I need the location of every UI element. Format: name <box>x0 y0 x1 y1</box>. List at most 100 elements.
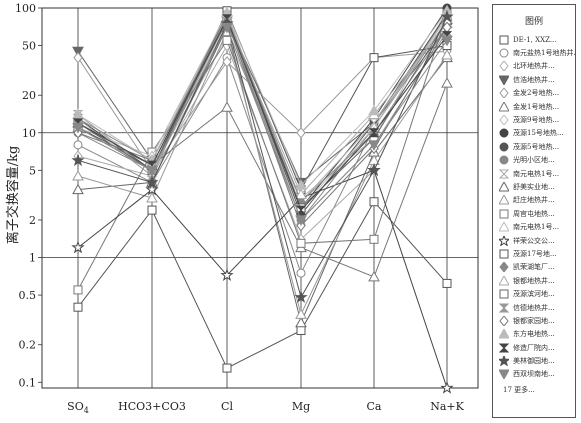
legend-item: 祥荣公交公... <box>493 234 575 247</box>
series-24-point-3 <box>294 290 308 303</box>
legend-marker-icon <box>499 88 509 99</box>
series-5-point-5 <box>441 77 453 88</box>
legend-marker-shape <box>499 356 509 367</box>
legend-label: 信德地热井... <box>513 303 555 312</box>
series-line-16 <box>77 9 448 191</box>
series-15-point-0 <box>71 240 85 254</box>
legend-label: 信浩地热井... <box>513 75 555 84</box>
series-13-point-0 <box>73 285 83 295</box>
legend-marker-shape <box>499 181 509 192</box>
series-line-15 <box>77 169 448 389</box>
x-tick-label-2: Cl <box>221 400 233 413</box>
series-13-point-4 <box>369 234 379 244</box>
series-23-point-4 <box>368 128 380 138</box>
legend-item: 南元盐热1号地热井... <box>493 46 575 59</box>
series-22-point-4 <box>368 104 380 116</box>
legend-marker-icon <box>499 101 509 112</box>
legend-item: 信德地热井... <box>493 301 575 314</box>
legend-marker-icon <box>499 356 509 367</box>
series-13-point-3 <box>296 238 306 248</box>
legend-marker-shape <box>499 101 509 112</box>
legend-label: 金发1号地热... <box>513 102 560 111</box>
series-23 <box>72 14 453 215</box>
series-13 <box>73 9 452 295</box>
series-15-point-5 <box>440 380 454 394</box>
legend-marker-shape <box>499 343 509 353</box>
series-25-point-4 <box>368 140 380 151</box>
legend-marker-icon <box>499 142 509 152</box>
legend-marker-icon <box>499 249 509 259</box>
legend-item: 茂源5号地热... <box>493 140 575 153</box>
legend-title: 图例 <box>524 17 543 27</box>
series-line-14 <box>77 12 448 209</box>
series-13-point-2 <box>222 35 232 45</box>
legend-marker-shape <box>499 142 509 152</box>
series-1-point-0 <box>73 140 83 150</box>
legend-marker-shape <box>499 289 509 299</box>
series-25-point-3 <box>295 215 307 226</box>
legend-marker-icon <box>499 181 509 192</box>
legend-marker-icon <box>499 275 509 286</box>
legend-marker-shape <box>499 35 509 45</box>
y-axis-label: 离子交换容量/kg <box>5 146 21 245</box>
plot-frame <box>41 7 479 389</box>
legend-label: 茂源滨河地... <box>513 290 555 299</box>
legend-item: 光明小区地... <box>493 154 575 167</box>
legend-label: 金发2号地热... <box>513 89 560 98</box>
legend-label: 银都家园地... <box>513 316 555 325</box>
series-11-point-0 <box>72 183 84 195</box>
series-5-point-2 <box>221 101 233 112</box>
series-23-point-3 <box>295 205 307 215</box>
legend-label: 茂源5号地热... <box>513 142 560 151</box>
y-tick-label-4: 2 <box>29 214 36 227</box>
y-tick-label-0: 0.1 <box>19 376 37 389</box>
legend-label: 西双坝南地... <box>513 370 555 379</box>
legend-marker-icon <box>499 262 509 273</box>
legend-marker-icon <box>499 169 509 179</box>
legend-label: 南元电热1号... <box>513 223 560 232</box>
x-tick-label-1: HCO3+CO3 <box>118 400 186 413</box>
y-tick-label-1: 0.2 <box>19 339 37 352</box>
legend: 图例 DE-1, XXZ... 南元盐热1号地热井... 北环地热井... 信浩地热井… <box>492 4 576 418</box>
legend-label: 舒美实业地... <box>513 182 555 191</box>
legend-item: 凯荣湖笔厂... <box>493 261 575 274</box>
legend-marker-shape <box>499 329 509 339</box>
series-12-point-5 <box>441 48 453 60</box>
series-line-2 <box>77 16 448 241</box>
legend-marker-shape <box>499 88 509 99</box>
series-24-point-5 <box>440 9 454 23</box>
series-line-13 <box>77 13 448 291</box>
legend-marker-icon <box>499 75 509 85</box>
legend-item: 赶庄地热井... <box>493 194 575 207</box>
legend-marker-icon <box>499 235 509 246</box>
legend-item: 北环地热井... <box>493 60 575 73</box>
series-line-11 <box>77 25 448 325</box>
legend-marker-icon <box>499 61 509 72</box>
series-11-point-3 <box>295 316 307 328</box>
y-tick-label-5: 5 <box>29 164 36 177</box>
legend-items: DE-1, XXZ... 南元盐热1号地热井... 北环地热井... 信浩地热井...… <box>493 33 575 381</box>
legend-marker-icon <box>499 209 509 219</box>
legend-more-link[interactable]: 17 更多... <box>503 386 535 395</box>
legend-marker-icon <box>499 289 509 299</box>
series-12-point-3 <box>295 308 307 319</box>
legend-item: 南元电热1号... <box>493 220 575 233</box>
x-tick-label-3: Mg <box>292 400 310 413</box>
y-tick-label-2: 0.5 <box>19 289 37 302</box>
series-22-point-3 <box>295 179 307 190</box>
legend-item: 茂源9号地热... <box>493 113 575 126</box>
series-25-point-5 <box>441 35 453 47</box>
legend-marker-shape <box>499 48 509 58</box>
series-12 <box>72 25 453 319</box>
series-25-point-1 <box>146 165 158 177</box>
legend-label: 银都地热井... <box>513 276 555 285</box>
legend-marker-icon <box>499 155 509 165</box>
series-0-point-4 <box>369 197 379 207</box>
legend-marker-shape <box>499 61 509 72</box>
legend-label: 修造厂院内... <box>513 343 555 352</box>
series-line-24 <box>77 16 448 299</box>
y-tick-label-7: 20 <box>22 89 36 102</box>
legend-marker-shape <box>499 235 509 246</box>
series-5-point-4 <box>368 270 380 282</box>
